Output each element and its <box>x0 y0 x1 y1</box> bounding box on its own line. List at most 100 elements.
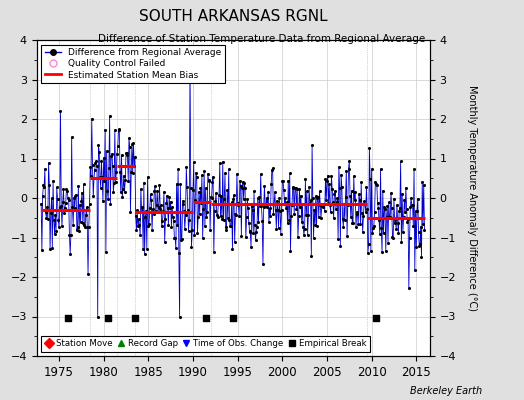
Point <box>420 181 428 188</box>
Point <box>46 246 54 252</box>
Point <box>243 214 251 220</box>
Point <box>103 188 112 194</box>
Point <box>329 198 337 205</box>
Point <box>232 212 241 218</box>
Point <box>282 199 291 206</box>
Point <box>417 224 425 230</box>
Point <box>362 184 370 190</box>
Point <box>213 212 221 218</box>
Point <box>293 186 301 192</box>
Point <box>276 208 284 214</box>
Point <box>64 196 73 203</box>
Point <box>295 186 303 192</box>
Point <box>214 200 223 207</box>
Point <box>117 188 125 195</box>
Point <box>278 178 287 184</box>
Point <box>285 217 293 223</box>
Point <box>74 182 83 189</box>
Point <box>131 154 139 160</box>
Point <box>402 205 411 212</box>
Point <box>406 234 414 241</box>
Point <box>158 222 166 229</box>
Point <box>75 201 84 208</box>
Point <box>271 207 280 213</box>
Point <box>86 164 94 170</box>
Point <box>153 188 161 194</box>
Point <box>303 188 311 195</box>
Point <box>82 212 90 218</box>
Point <box>401 209 409 215</box>
Point <box>84 271 92 277</box>
Point <box>178 235 186 242</box>
Point <box>391 216 400 222</box>
Point <box>385 214 394 220</box>
Point <box>396 204 404 211</box>
Point <box>245 220 253 226</box>
Point <box>112 178 120 185</box>
Point <box>187 244 195 250</box>
Point <box>346 214 355 220</box>
Point <box>93 313 102 320</box>
Point <box>406 204 414 210</box>
Point <box>75 228 83 234</box>
Point <box>126 209 135 215</box>
Point <box>131 315 139 322</box>
Point <box>275 225 283 231</box>
Point <box>140 251 149 258</box>
Point <box>323 172 332 179</box>
Point <box>40 184 48 190</box>
Point <box>163 205 172 212</box>
Point <box>249 230 257 237</box>
Point <box>359 213 368 220</box>
Point <box>336 242 345 249</box>
Point <box>144 174 152 180</box>
Point <box>73 224 82 230</box>
Point <box>331 188 340 194</box>
Point <box>89 193 97 200</box>
Point <box>164 222 172 228</box>
Point <box>156 206 165 212</box>
Point <box>280 187 288 193</box>
Point <box>419 220 427 227</box>
Point <box>244 205 252 211</box>
Point <box>160 238 169 245</box>
Point <box>355 197 364 204</box>
Point <box>305 200 314 206</box>
Point <box>369 225 377 232</box>
Point <box>146 205 154 211</box>
Text: Berkeley Earth: Berkeley Earth <box>410 386 482 396</box>
Point <box>234 200 242 206</box>
Point <box>195 189 203 195</box>
Point <box>64 194 72 201</box>
Point <box>178 201 187 208</box>
Point <box>119 186 127 193</box>
Point <box>238 184 246 191</box>
Point <box>226 223 234 229</box>
Point <box>176 313 184 320</box>
Point <box>104 315 112 322</box>
Point <box>248 207 257 213</box>
Point <box>311 222 319 228</box>
Point <box>231 211 239 218</box>
Point <box>38 247 46 253</box>
Point <box>192 170 200 176</box>
Point <box>315 188 324 194</box>
Point <box>356 220 365 227</box>
Point <box>121 177 129 183</box>
Point <box>215 160 224 166</box>
Point <box>209 174 217 180</box>
Text: Difference of Station Temperature Data from Regional Average: Difference of Station Temperature Data f… <box>99 34 425 44</box>
Point <box>149 210 158 217</box>
Point <box>63 188 71 194</box>
Point <box>174 166 182 172</box>
Point <box>190 232 199 238</box>
Point <box>236 177 244 184</box>
Point <box>305 184 313 190</box>
Point <box>145 221 153 228</box>
Point <box>124 178 133 184</box>
Point <box>414 229 423 236</box>
Point <box>91 166 99 173</box>
Point <box>204 178 213 184</box>
Point <box>247 244 255 250</box>
Point <box>374 204 383 211</box>
